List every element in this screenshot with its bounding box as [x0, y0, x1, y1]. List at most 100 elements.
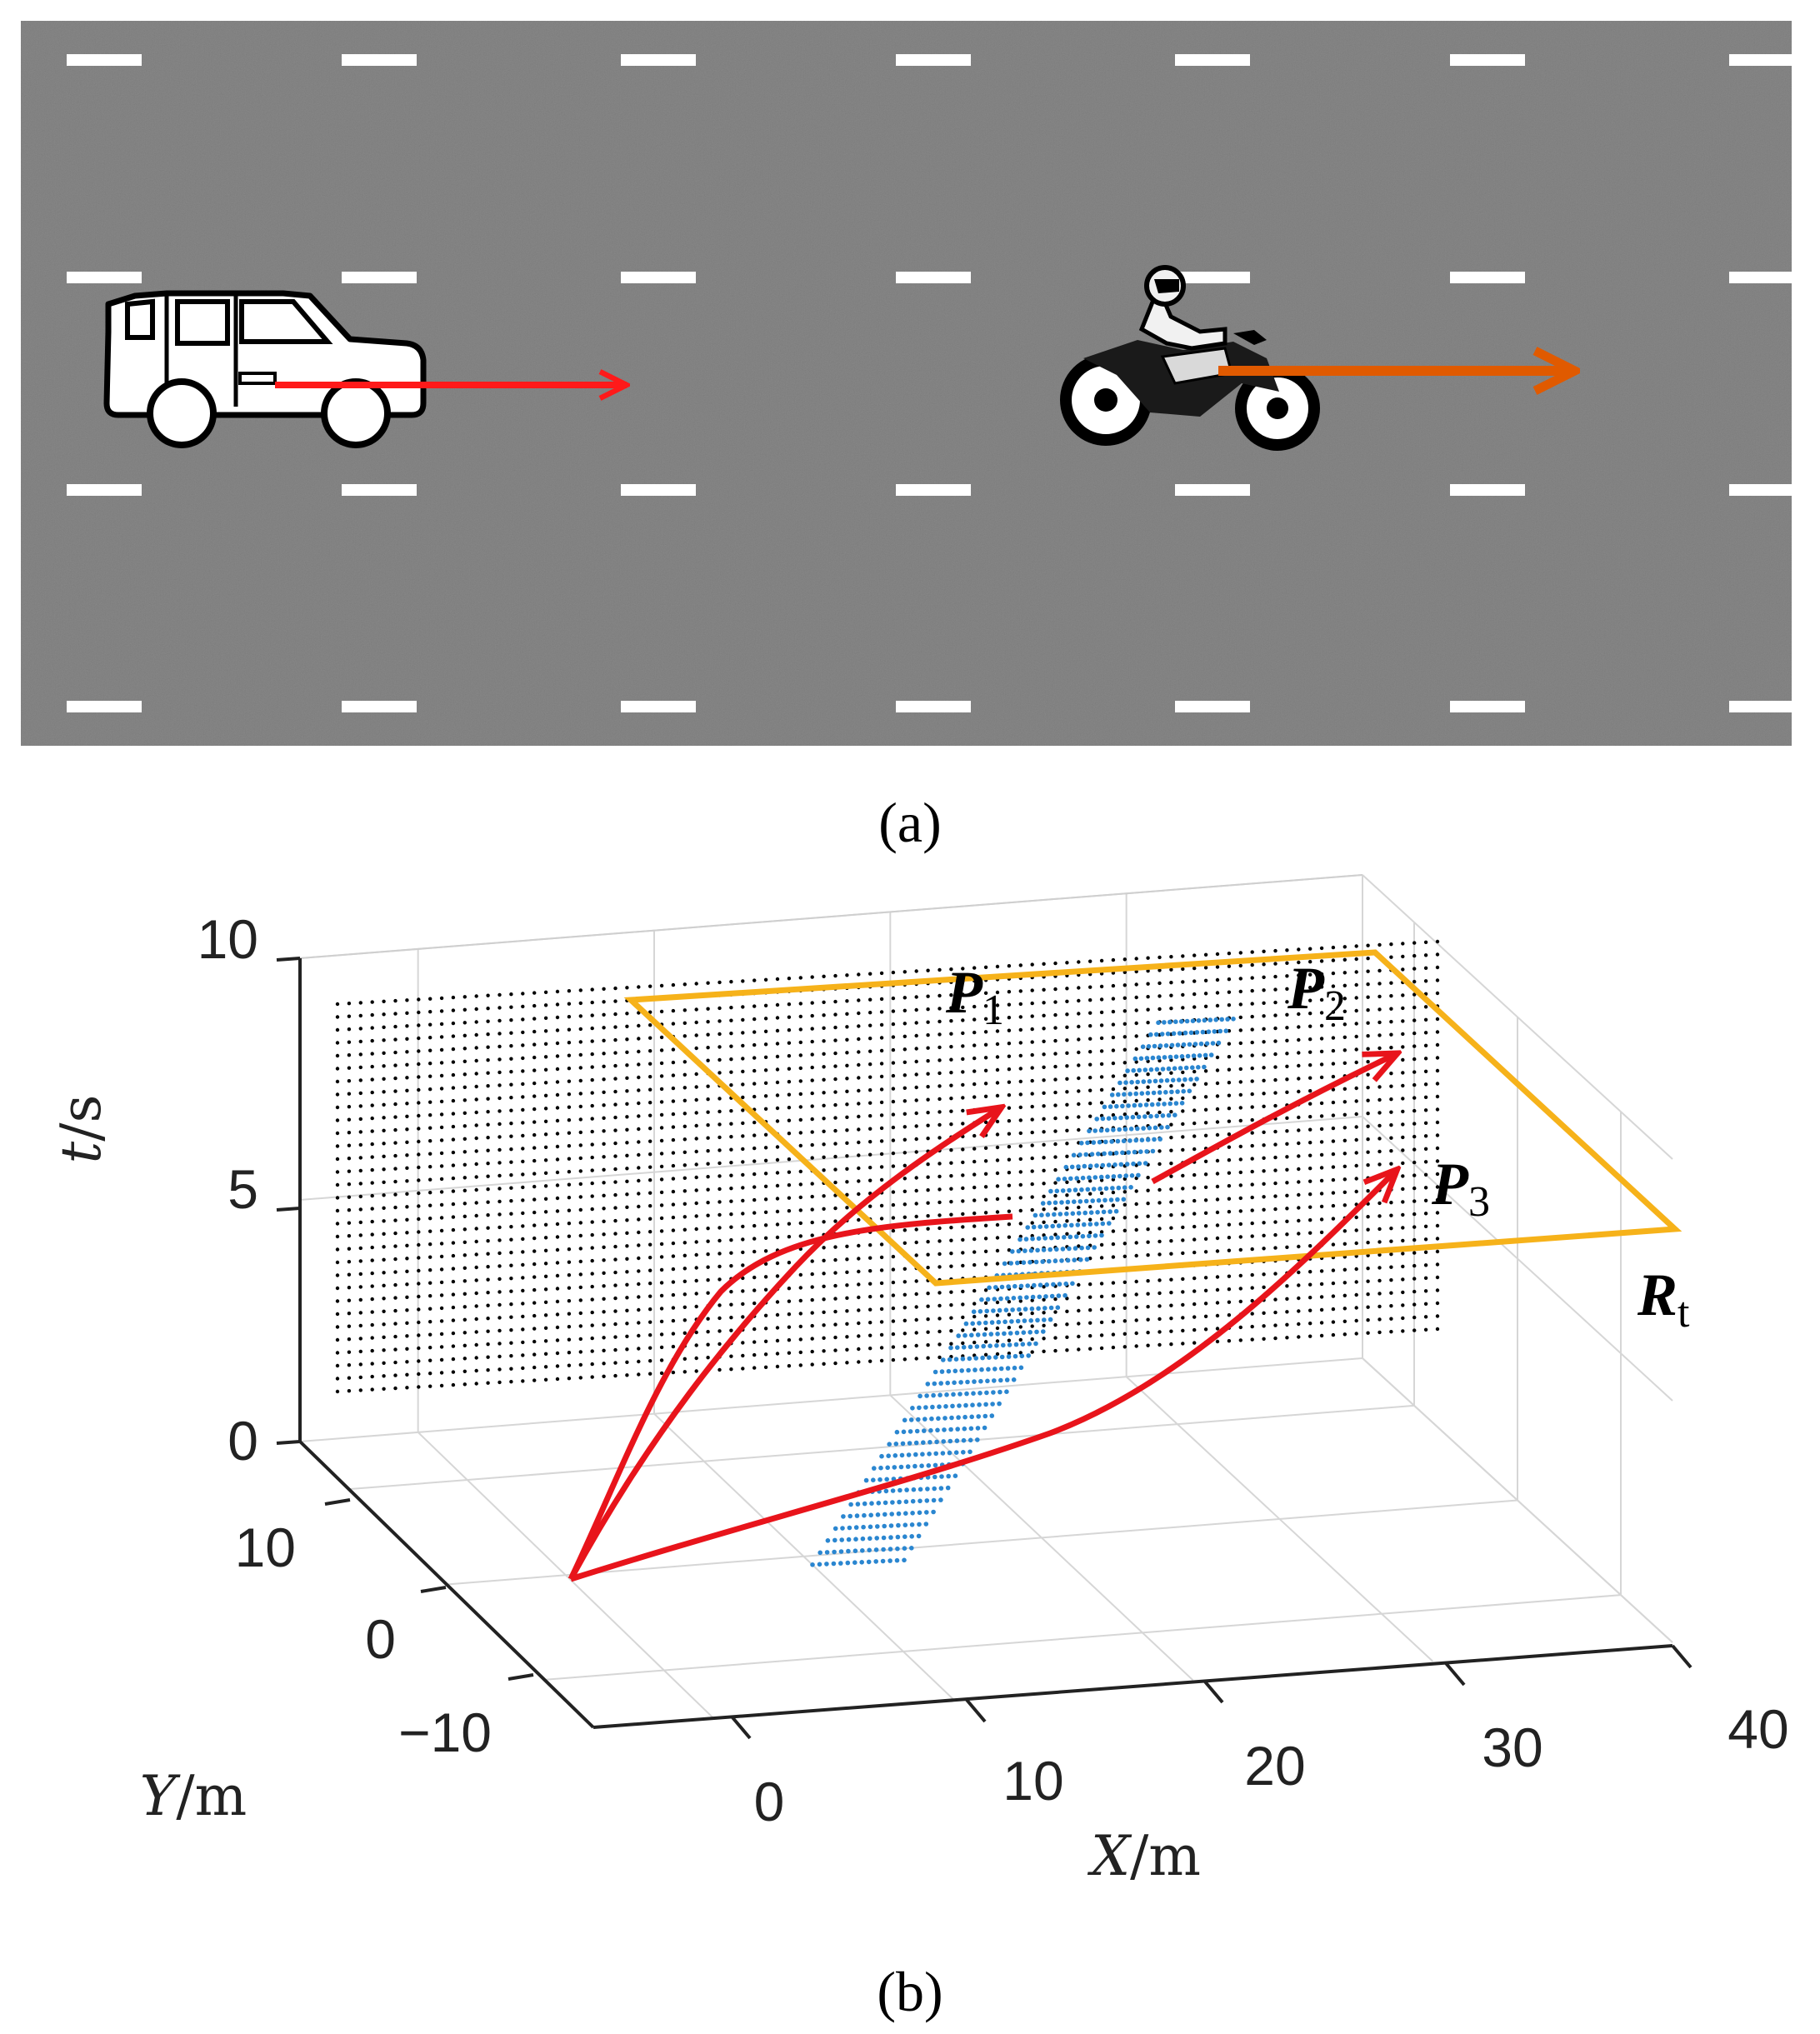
lattice-dot — [833, 1245, 838, 1249]
lattice-dot — [555, 1196, 560, 1201]
lattice-dot — [1389, 1136, 1393, 1140]
sample-dot — [1118, 1162, 1124, 1167]
sample-dot — [1025, 1225, 1030, 1230]
lattice-dot — [625, 1179, 629, 1184]
lattice-dot — [798, 1002, 802, 1006]
lattice-dot — [1354, 1228, 1358, 1232]
lattice-dot — [474, 1368, 478, 1373]
lattice-dot — [358, 1349, 362, 1354]
lattice-dot — [613, 1089, 618, 1094]
sample-dot — [1035, 1247, 1040, 1253]
lattice-dot — [1007, 1119, 1012, 1123]
lattice-dot — [1146, 1253, 1150, 1257]
lattice-dot — [1366, 1021, 1370, 1025]
lattice-dot — [682, 1202, 687, 1207]
lattice-dot — [995, 1339, 1000, 1343]
lattice-dot — [382, 1051, 386, 1056]
lattice-dot — [382, 1361, 386, 1366]
lattice-dot — [625, 1308, 629, 1313]
lattice-dot — [1423, 1263, 1428, 1267]
lattice-dot — [891, 1138, 896, 1142]
lattice-dot — [1203, 1224, 1208, 1228]
lattice-dot — [521, 1211, 525, 1216]
sample-dot — [1047, 1258, 1052, 1264]
sample-dot — [997, 1307, 1002, 1313]
lattice-dot — [914, 1059, 918, 1064]
lattice-dot — [602, 1271, 606, 1276]
sample-dot — [848, 1513, 852, 1519]
lattice-dot — [845, 1141, 849, 1146]
sample-dot — [882, 1500, 888, 1506]
lattice-dot — [1215, 1132, 1220, 1137]
lattice-dot — [879, 1087, 884, 1092]
lattice-dot — [961, 1057, 965, 1062]
lattice-dot — [961, 1328, 965, 1332]
tick-mark — [1671, 1644, 1692, 1669]
lattice-dot — [682, 1112, 687, 1116]
lattice-dot — [763, 1055, 768, 1060]
lattice-dot — [1007, 1002, 1012, 1007]
sample-dot — [908, 1417, 914, 1422]
lattice-dot — [567, 1079, 572, 1083]
lattice-dot — [428, 1217, 432, 1221]
lattice-dot — [1007, 964, 1012, 968]
sample-dot — [932, 1474, 938, 1480]
lattice-dot — [1412, 1199, 1417, 1203]
lattice-dot — [1354, 1318, 1358, 1323]
lattice-dot — [926, 1033, 930, 1037]
lattice-dot — [451, 1331, 456, 1336]
lattice-dot — [428, 997, 432, 1001]
lattice-dot — [1423, 1302, 1428, 1307]
lattice-dot — [995, 1003, 1000, 1007]
lattice-dot — [1378, 1240, 1382, 1244]
lattice-dot — [1192, 1327, 1197, 1332]
lattice-dot — [1285, 1167, 1289, 1172]
lattice-dot — [1111, 1022, 1116, 1027]
lattice-dot — [1146, 1007, 1150, 1012]
lattice-dot — [1401, 1238, 1405, 1243]
lattice-dot — [1134, 1253, 1138, 1258]
sample-dot — [1096, 1152, 1101, 1157]
lattice-dot — [462, 1176, 467, 1180]
sample-dot — [869, 1501, 874, 1506]
lattice-dot — [1401, 1316, 1405, 1321]
lattice-dot — [1378, 1007, 1382, 1012]
lattice-dot — [1423, 1082, 1428, 1087]
lattice-dot — [1215, 1068, 1220, 1072]
lattice-dot — [451, 1344, 456, 1348]
lattice-dot — [474, 1227, 478, 1231]
sample-dot — [1084, 1257, 1090, 1262]
lattice-dot — [914, 1098, 918, 1102]
sample-dot — [885, 1465, 890, 1471]
lattice-dot — [868, 1101, 872, 1105]
lattice-dot — [532, 1378, 537, 1382]
lattice-dot — [741, 1172, 745, 1177]
lattice-dot — [752, 1017, 757, 1022]
lattice-dot — [763, 1275, 768, 1279]
lattice-dot — [335, 1041, 340, 1045]
sample-dot — [998, 1296, 1003, 1302]
lattice-dot — [637, 985, 641, 989]
sample-dot — [824, 1562, 829, 1567]
lattice-dot — [787, 1170, 792, 1174]
lattice-dot — [1389, 1110, 1393, 1114]
lattice-dot — [983, 1223, 988, 1228]
sample-dot — [892, 1453, 898, 1458]
lattice-dot — [1146, 1085, 1150, 1089]
sample-dot — [982, 1332, 988, 1337]
sample-dot — [862, 1512, 867, 1518]
lattice-dot — [382, 1116, 386, 1120]
lattice-dot — [405, 1153, 409, 1157]
lattice-dot — [1088, 985, 1092, 989]
lattice-dot — [347, 1143, 352, 1147]
lattice-dot — [1122, 1319, 1128, 1323]
lattice-dot — [567, 1196, 572, 1200]
lattice-dot — [1134, 1047, 1138, 1052]
lattice-dot — [983, 1133, 988, 1137]
lattice-dot — [1042, 962, 1046, 967]
lattice-dot — [1203, 1004, 1208, 1009]
lattice-dot — [822, 1117, 826, 1121]
sample-dot — [1100, 1162, 1106, 1168]
sample-dot — [854, 1513, 860, 1518]
lattice-dot — [428, 1062, 432, 1066]
